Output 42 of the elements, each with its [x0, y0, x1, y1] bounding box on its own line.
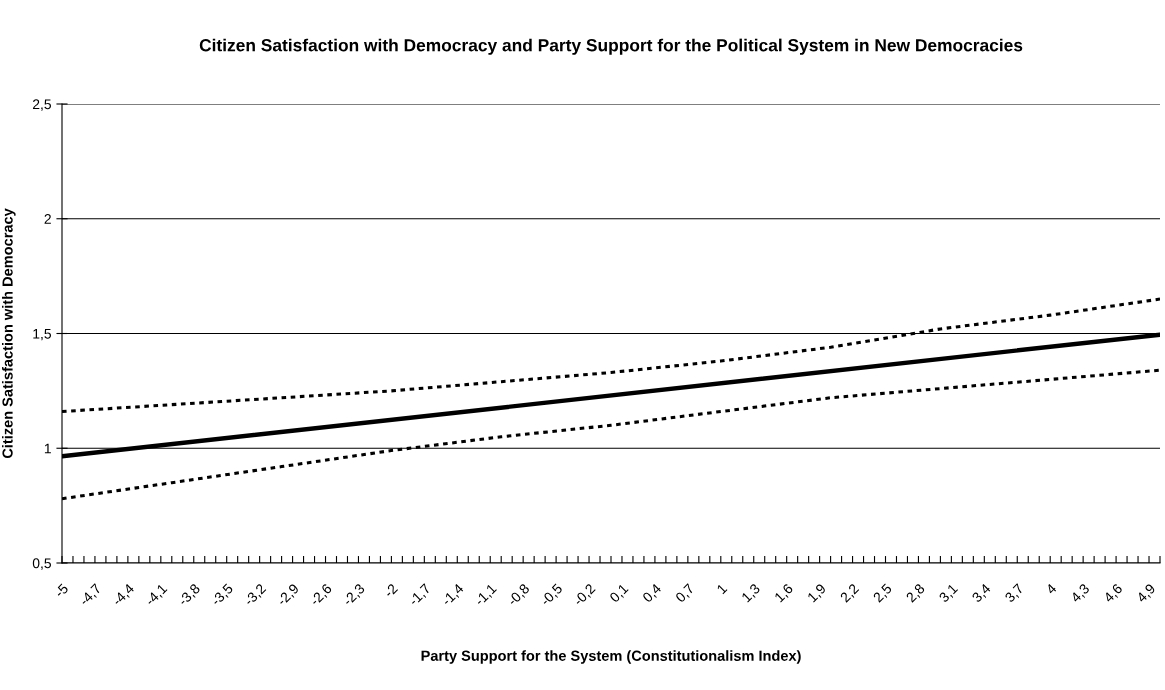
x-tick-label: -4,1: [144, 583, 169, 608]
chart-title: Citizen Satisfaction with Democracy and Party Support for the Political System in New Democracies: [199, 38, 1023, 55]
x-tick-label: 2,2: [839, 583, 861, 604]
x-tick-label: -2: [383, 583, 399, 598]
y-tick-label: 1,5: [33, 328, 51, 341]
x-tick-label: -2,6: [309, 583, 334, 608]
x-tick-label: 4,9: [1135, 583, 1157, 605]
x-tick-label: -5: [54, 583, 69, 598]
x-tick-label: -3,8: [177, 583, 202, 608]
y-tick-label: 2,5: [32, 99, 51, 111]
x-tick-label: -2,9: [276, 583, 301, 608]
x-tick-label: -3,5: [210, 583, 235, 608]
x-tick-label: -4,7: [78, 583, 103, 608]
x-tick-label: -1,4: [441, 583, 466, 608]
x-tick-label: 0,7: [674, 583, 696, 605]
y-tick-label: 0,5: [32, 558, 51, 570]
x-tick-label: 2,5: [872, 583, 894, 604]
x-tick-label: -4,4: [111, 583, 136, 608]
x-tick-label: -2,3: [342, 583, 367, 608]
x-tick-label: 1: [716, 583, 728, 595]
x-axis-title: Party Support for the System (Constitutionalism Index): [421, 650, 801, 664]
x-tick-label: -0,5: [539, 583, 565, 608]
x-tick-label: -1,7: [408, 583, 433, 608]
x-tick-label: 2,8: [905, 583, 927, 604]
x-tick-label: 1,9: [806, 583, 828, 604]
y-axis-title: Citizen Satisfaction with Democracy: [2, 208, 16, 459]
x-tick-label: -1,1: [474, 583, 499, 608]
x-tick-label: -0,2: [572, 583, 597, 608]
x-tick-label: 3,7: [1004, 583, 1026, 605]
x-tick-label: 1,3: [741, 583, 762, 604]
x-tick-label: 4: [1045, 583, 1058, 595]
x-tick-label: 0,1: [608, 583, 630, 605]
y-tick-label: 1: [44, 443, 51, 454]
x-tick-label: -3,2: [243, 583, 268, 608]
x-tick-label: 1,6: [774, 583, 795, 604]
x-tick-label: 3,1: [938, 583, 960, 605]
x-tick-label: 3,4: [971, 582, 993, 605]
x-tick-label: 4,3: [1069, 583, 1092, 605]
x-tick-label: 0,4: [641, 582, 664, 605]
x-tick-label: 4,6: [1102, 583, 1125, 605]
x-tick-label: -0,8: [506, 583, 532, 608]
y-tick-label: 2: [44, 214, 51, 224]
